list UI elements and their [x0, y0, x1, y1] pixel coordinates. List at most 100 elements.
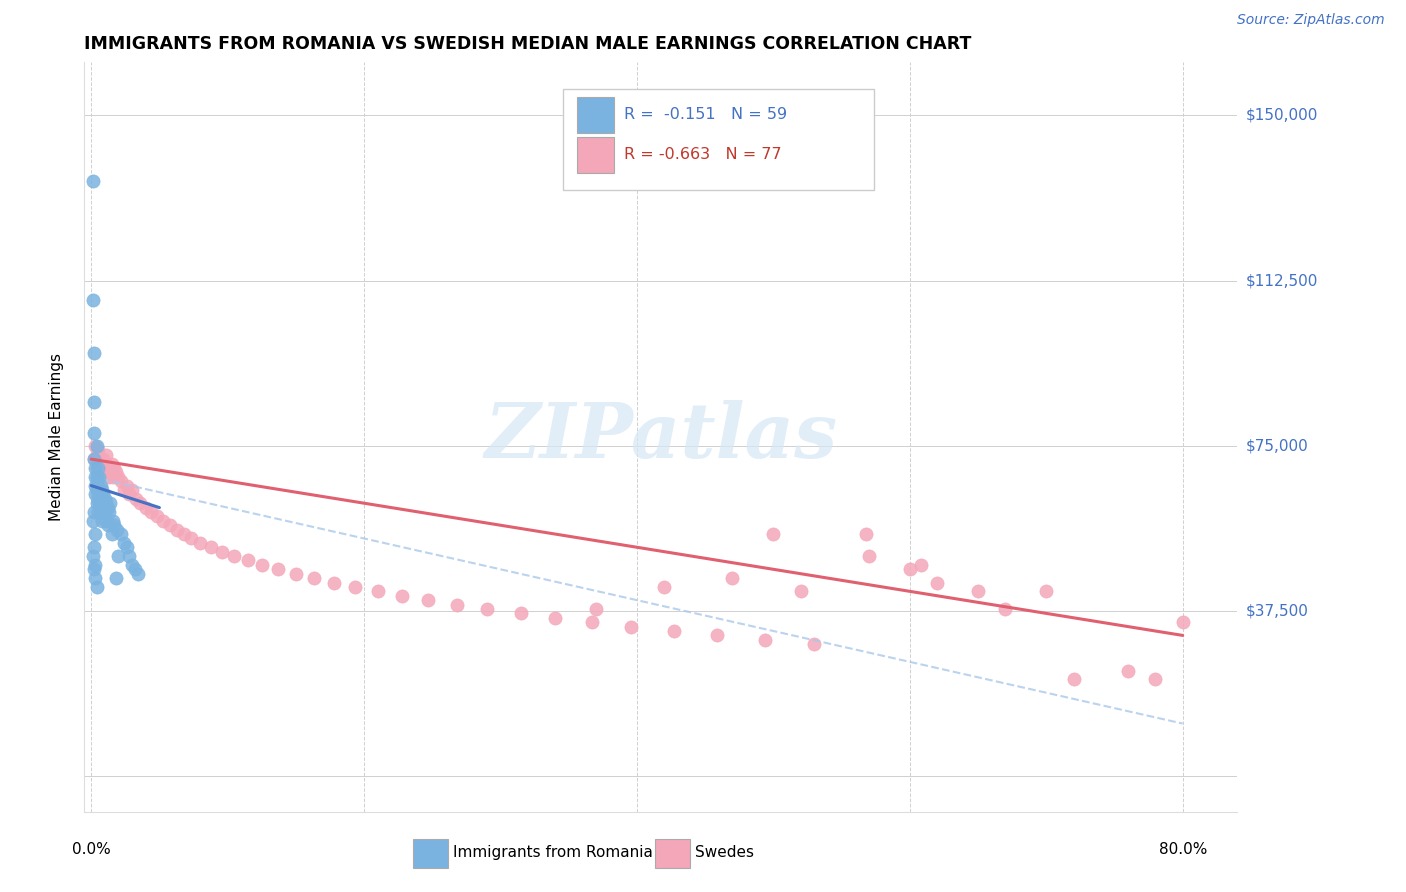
- Point: [100, 457, 122, 471]
- Point: [82, 293, 104, 308]
- Point: [125, 491, 148, 506]
- Point: [97, 505, 120, 519]
- Point: [581, 615, 603, 630]
- Point: [94, 505, 117, 519]
- Point: [100, 527, 122, 541]
- Point: [180, 532, 202, 546]
- Point: [112, 536, 135, 550]
- Point: [211, 544, 233, 558]
- Point: [101, 469, 124, 483]
- Point: [87, 491, 110, 506]
- Point: [267, 562, 290, 576]
- Point: [145, 509, 167, 524]
- Point: [803, 637, 825, 651]
- Text: IMMIGRANTS FROM ROMANIA VS SWEDISH MEDIAN MALE EARNINGS CORRELATION CHART: IMMIGRANTS FROM ROMANIA VS SWEDISH MEDIA…: [84, 35, 972, 53]
- Point: [166, 523, 188, 537]
- Point: [858, 549, 880, 563]
- Point: [510, 607, 533, 621]
- Point: [101, 514, 124, 528]
- Point: [107, 549, 129, 563]
- Point: [89, 483, 111, 497]
- Point: [84, 558, 107, 572]
- Point: [86, 580, 108, 594]
- Point: [135, 500, 157, 515]
- Point: [96, 461, 118, 475]
- Point: [83, 452, 105, 467]
- Text: $150,000: $150,000: [1246, 108, 1317, 123]
- Text: R = -0.663   N = 77: R = -0.663 N = 77: [624, 147, 782, 162]
- Point: [91, 461, 114, 475]
- FancyBboxPatch shape: [655, 839, 690, 868]
- Point: [620, 619, 643, 633]
- Point: [1144, 673, 1167, 687]
- Point: [94, 491, 117, 506]
- Point: [250, 558, 273, 572]
- Point: [200, 541, 222, 555]
- Text: Immigrants from Romania: Immigrants from Romania: [453, 846, 654, 861]
- Point: [112, 483, 135, 497]
- Text: $112,500: $112,500: [1246, 273, 1317, 288]
- Point: [236, 553, 259, 567]
- Point: [84, 439, 107, 453]
- Point: [662, 624, 685, 638]
- Point: [121, 558, 143, 572]
- Point: [96, 448, 118, 462]
- Point: [96, 500, 118, 515]
- Point: [86, 496, 108, 510]
- Point: [107, 469, 129, 483]
- Point: [173, 527, 195, 541]
- Point: [83, 505, 105, 519]
- Point: [82, 549, 104, 563]
- Point: [84, 527, 107, 541]
- Point: [323, 575, 346, 590]
- Point: [98, 466, 121, 480]
- Point: [83, 541, 105, 555]
- Point: [96, 496, 118, 510]
- FancyBboxPatch shape: [576, 136, 613, 172]
- Point: [103, 518, 125, 533]
- Point: [118, 487, 141, 501]
- Point: [1063, 673, 1085, 687]
- Point: [87, 478, 110, 492]
- Point: [141, 505, 163, 519]
- Point: [91, 483, 114, 497]
- Point: [83, 346, 105, 360]
- Point: [87, 461, 110, 475]
- Point: [89, 452, 111, 467]
- Point: [124, 562, 146, 576]
- Point: [97, 469, 120, 483]
- Point: [93, 500, 115, 515]
- Point: [110, 527, 132, 541]
- Point: [1035, 584, 1057, 599]
- Point: [105, 523, 128, 537]
- Point: [446, 598, 468, 612]
- Point: [475, 602, 498, 616]
- Point: [84, 487, 107, 501]
- Point: [86, 439, 108, 453]
- Point: [82, 174, 104, 188]
- Text: $75,000: $75,000: [1246, 438, 1309, 453]
- Point: [89, 469, 111, 483]
- Point: [93, 487, 115, 501]
- Point: [90, 478, 112, 492]
- Point: [927, 575, 949, 590]
- Point: [898, 562, 921, 576]
- Point: [910, 558, 932, 572]
- Point: [83, 394, 105, 409]
- Point: [104, 466, 127, 480]
- Point: [994, 602, 1017, 616]
- Point: [87, 457, 110, 471]
- Point: [90, 491, 112, 506]
- Point: [418, 593, 440, 607]
- Point: [159, 518, 181, 533]
- Point: [302, 571, 325, 585]
- Point: [83, 425, 105, 440]
- Point: [967, 584, 990, 599]
- Point: [544, 611, 567, 625]
- Point: [83, 562, 105, 576]
- Point: [127, 566, 149, 581]
- Point: [121, 483, 143, 497]
- Point: [721, 571, 744, 585]
- Point: [284, 566, 307, 581]
- Point: [96, 514, 118, 528]
